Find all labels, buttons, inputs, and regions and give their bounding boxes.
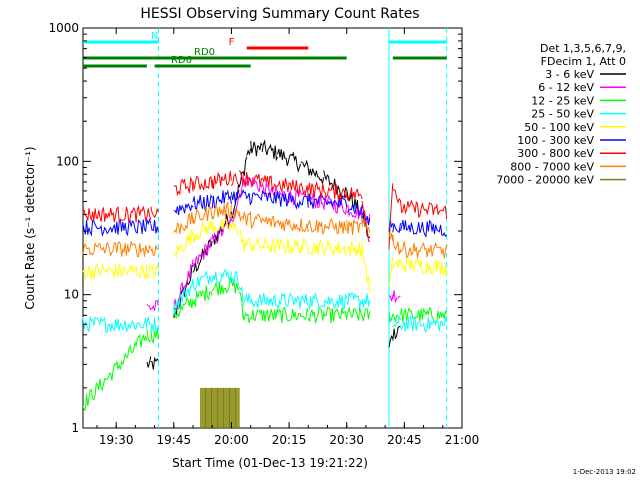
series-line-3 [82,268,448,333]
series-line-2 [82,276,448,411]
legend-label-6: 300 - 800 keV [517,147,594,160]
y-tick-label: 1 [71,421,79,435]
x-tick-label: 19:45 [157,433,192,447]
status-label-rd0: RD0 [194,47,215,58]
x-tick-label: 20:45 [387,433,422,447]
x-tick-label: 20:00 [214,433,249,447]
legend-label-2: 12 - 25 keV [531,94,594,107]
date-stamp: 1-Dec-2013 19:02 [573,468,636,476]
axes: 19:30 19:45 20:00 20:15 20:30 20:45 21:00 1 10 10… [48,21,479,447]
series [82,139,448,428]
status-label-rd6: RD6 [171,55,192,66]
legend-header-1: Det 1,3,5,6,7,9, [540,42,626,55]
x-tick-label: 20:30 [329,433,364,447]
series-line-7 [82,200,448,259]
legend-header-2: FDecim 1, Att 0 [541,55,626,68]
legend-label-0: 3 - 6 keV [545,68,594,81]
x-tick-label: 19:30 [99,433,134,447]
series-line-0 [146,139,401,370]
legend-label-1: 6 - 12 keV [538,81,594,94]
plot-frame [82,27,463,429]
legend-label-3: 25 - 50 keV [531,108,594,121]
chart-title: HESSI Observing Summary Count Rates [140,6,419,22]
x-tick-label: 20:15 [272,433,307,447]
plot-area [82,27,463,429]
y-tick-label: 100 [56,154,79,168]
status-label-f: F [229,37,235,48]
legend-label-4: 50 - 100 keV [524,121,594,134]
legend: Det 1,3,5,6,7,9, FDecim 1, Att 0 3 - 6 k… [496,42,626,187]
series-line-6 [82,170,448,250]
legend-label-8: 7000 - 20000 keV [496,174,594,187]
y-tick-label: 10 [64,288,79,302]
x-tick-label: 21:00 [445,433,480,447]
legend-label-5: 100 - 300 keV [517,134,594,147]
status-label-n: N [151,31,158,42]
series-line-1 [146,173,401,311]
series-line-8 [200,387,240,428]
series-line-4 [82,218,448,294]
legend-label-7: 800 - 7000 keV [510,160,594,173]
y-axis-label: Count Rate (s⁻¹ detector⁻¹) [23,146,37,309]
x-axis-label: Start Time (01-Dec-13 19:21:22) [172,456,368,470]
y-tick-label: 1000 [48,21,79,35]
